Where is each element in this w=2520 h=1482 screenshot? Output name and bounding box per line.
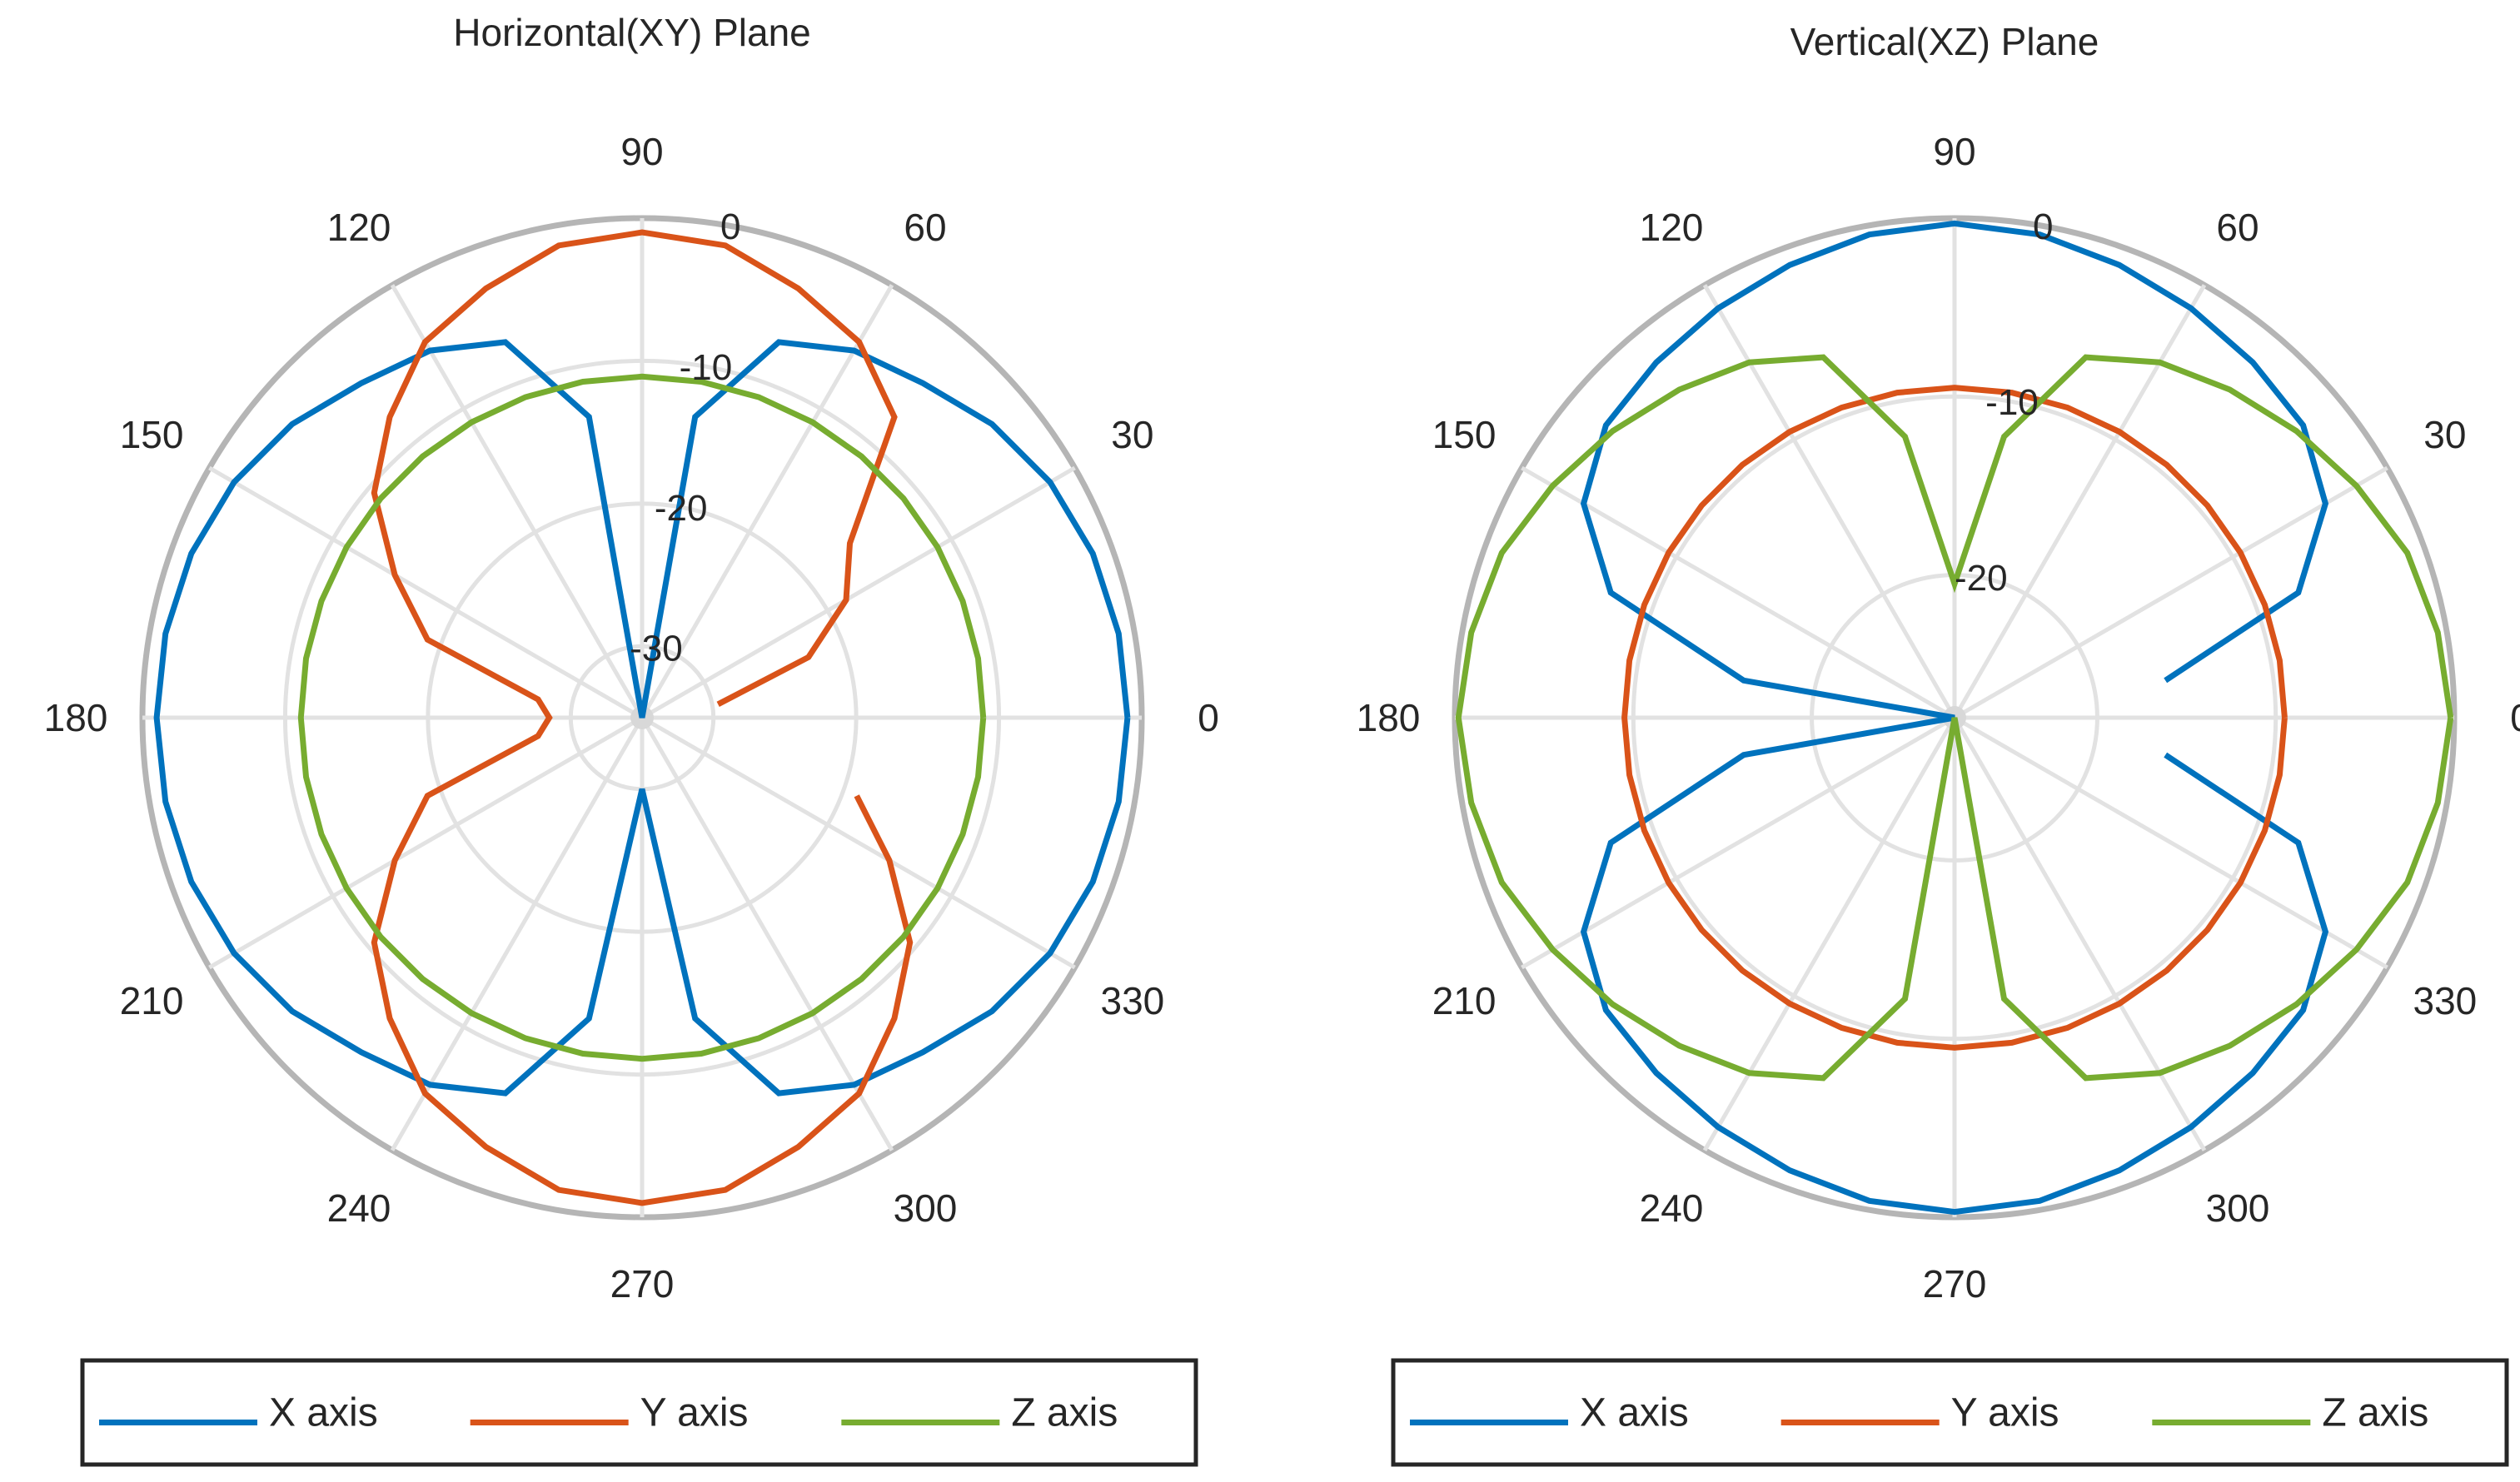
polar-spoke bbox=[1521, 465, 1956, 720]
theta-tick-label: 300 bbox=[894, 1186, 958, 1230]
legend-box bbox=[80, 1358, 1198, 1467]
r-tick-label: -30 bbox=[630, 629, 683, 669]
r-tick-label: -20 bbox=[1955, 558, 2008, 599]
r-tick-label: -10 bbox=[1985, 382, 2039, 423]
legend-label: Z axis bbox=[1011, 1391, 1118, 1435]
chart-legend: X axis Y axis Z axis bbox=[1391, 1358, 2509, 1467]
legend-box bbox=[1391, 1358, 2509, 1467]
r-tick-label: 0 bbox=[2033, 206, 2053, 247]
polar-spoke bbox=[1953, 465, 2388, 720]
polar-spoke bbox=[1702, 716, 1957, 1151]
chart-title: Horizontal(XY) Plane bbox=[453, 11, 811, 54]
polar-spoke bbox=[390, 284, 645, 719]
legend-label: X axis bbox=[1580, 1391, 1689, 1435]
series-line-z-axis bbox=[297, 373, 987, 1062]
polar-spoke bbox=[1952, 284, 2207, 719]
theta-tick-label: 330 bbox=[2413, 979, 2478, 1022]
legend-label: Y axis bbox=[640, 1391, 749, 1435]
polar-spoke bbox=[1953, 715, 2388, 970]
theta-tick-label: 270 bbox=[1923, 1262, 1987, 1305]
theta-tick-label: 270 bbox=[610, 1262, 675, 1305]
theta-tick-label: 210 bbox=[120, 979, 184, 1022]
theta-tick-label: 210 bbox=[1432, 979, 1497, 1022]
polar-spoke bbox=[640, 284, 894, 719]
theta-tick-label: 60 bbox=[904, 206, 946, 249]
polar-spoke bbox=[640, 715, 1076, 970]
r-tick-label: -10 bbox=[680, 347, 733, 388]
polar-spoke bbox=[1521, 715, 1956, 970]
series-line-y-axis bbox=[371, 229, 914, 1206]
polar-spoke bbox=[640, 716, 894, 1151]
theta-tick-label: 300 bbox=[2206, 1186, 2270, 1230]
theta-tick-label: 90 bbox=[620, 130, 663, 173]
legend-label: X axis bbox=[269, 1391, 378, 1435]
polar-chart-1: Horizontal(XY) Plane 0 30 60 90 120 150 180 210 2… bbox=[44, 11, 1219, 1467]
theta-tick-label: 30 bbox=[2423, 413, 2466, 456]
theta-tick-label: 240 bbox=[1640, 1186, 1704, 1230]
theta-tick-label: 0 bbox=[1198, 696, 1219, 739]
chart-legend: X axis Y axis Z axis bbox=[80, 1358, 1198, 1467]
legend-label: Y axis bbox=[1951, 1391, 2059, 1435]
theta-tick-label: 30 bbox=[1111, 413, 1153, 456]
series-line-z-axis bbox=[1455, 354, 2454, 1082]
theta-tick-label: 150 bbox=[120, 413, 184, 456]
theta-tick-label: 240 bbox=[327, 1186, 391, 1230]
polar-spoke bbox=[1952, 716, 2207, 1151]
series-line-y-axis bbox=[1621, 385, 2288, 1051]
r-tick-label: 0 bbox=[720, 206, 740, 247]
chart-title: Vertical(XZ) Plane bbox=[1790, 20, 2099, 63]
theta-tick-label: 330 bbox=[1101, 979, 1165, 1022]
legend-label: Z axis bbox=[2322, 1391, 2428, 1435]
polar-spoke bbox=[208, 465, 644, 720]
theta-tick-label: 90 bbox=[1933, 130, 1975, 173]
polar-spoke bbox=[390, 716, 645, 1151]
theta-tick-label: 180 bbox=[1357, 696, 1421, 739]
theta-tick-label: 120 bbox=[1640, 206, 1704, 249]
theta-tick-label: 180 bbox=[44, 696, 108, 739]
theta-tick-label: 150 bbox=[1432, 413, 1497, 456]
r-tick-label: -20 bbox=[655, 488, 708, 529]
theta-tick-label: 60 bbox=[2216, 206, 2259, 249]
polar-chart-2: Vertical(XZ) Plane 0 30 60 90 120 150 180 210 240… bbox=[1357, 20, 2520, 1467]
series-line-x-axis bbox=[153, 339, 1131, 1097]
polar-spoke bbox=[640, 465, 1076, 720]
polar-spoke bbox=[1702, 284, 1957, 719]
polar-spoke bbox=[208, 715, 644, 970]
theta-tick-label: 120 bbox=[327, 206, 391, 249]
theta-tick-label: 0 bbox=[2510, 696, 2520, 739]
